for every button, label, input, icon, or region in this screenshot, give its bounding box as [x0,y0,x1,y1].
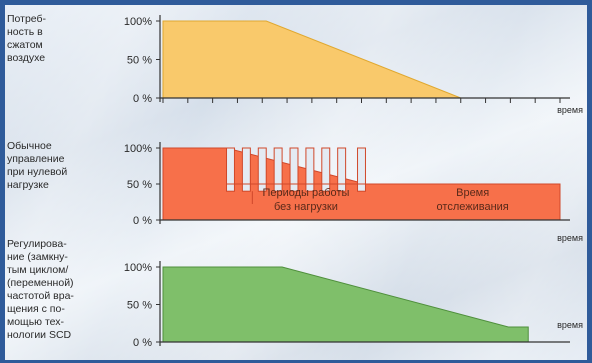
pulse-notch-2 [257,147,267,192]
series-area-0 [162,20,461,99]
y-tick-label-0-1: 50 % [127,55,152,67]
row-label-demand: Потреб- ность в сжатом воздухе [7,13,47,64]
annotation-unloaded-line1: Периоды работы [262,187,349,199]
pulse-notch-0 [226,147,235,192]
y-tick-label-1-0: 100% [124,143,152,155]
y-tick-label-1-1: 50 % [127,179,152,191]
figure-panel: Потреб- ность в сжатом воздухе Обычное у… [5,5,587,360]
row-label-normal: Обычное управление при нулевой нагрузке [7,140,68,191]
pulse-notch-4 [289,147,299,192]
row-label-scd: Регулирова- ние (замкну- тым циклом/ (пе… [7,238,74,341]
pulse-notch-5 [305,147,315,192]
annotation-unloaded-line2: без нагрузки [274,201,338,213]
y-tick-label-2-0: 100% [124,262,152,274]
pulse-notch-1 [241,147,251,192]
y-tick-label-2-1: 50 % [127,300,152,312]
pulse-notch-3 [273,147,283,192]
x-label-0: время [557,105,583,115]
y-tick-label-0-2: 0 % [133,93,152,105]
pulse-notch-8 [357,147,366,192]
y-tick-label-0-0: 100% [124,16,152,28]
chart-canvas: 100% 50 % 0 % время Периоды работы без нагруз… [124,15,583,349]
pulse-notch-7 [337,147,347,192]
series-area-2 [162,266,529,343]
pulse-notch-6 [321,147,331,192]
y-tick-label-2-2: 0 % [133,337,152,349]
x-label-1: время [557,233,583,243]
annotation-tracking-line2: отслеживания [437,201,509,213]
y-tick-label-1-2: 0 % [133,215,152,227]
annotation-tracking-line1: Время [456,187,489,199]
x-label-2: время [557,320,583,330]
